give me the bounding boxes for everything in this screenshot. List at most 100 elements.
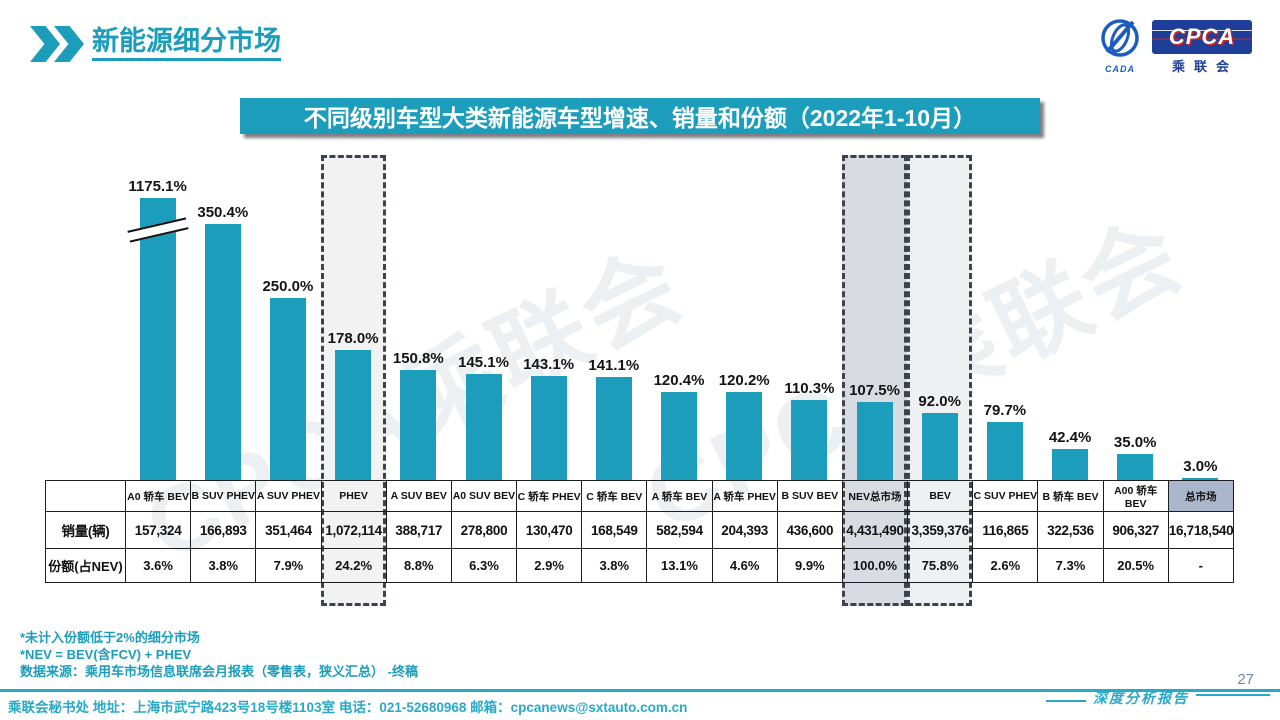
bar-value-label: 145.1%: [458, 354, 509, 372]
table-cell: 388,717: [385, 511, 452, 549]
page-header: 新能源细分市场: [30, 26, 281, 62]
cpca-emblem-icon: CADA: [1094, 16, 1146, 74]
table-cell: 2.6%: [972, 548, 1039, 583]
bar-A SUV PHEV: [269, 297, 306, 480]
footer-divider: [0, 689, 1280, 692]
table-cell: 436,600: [776, 511, 843, 549]
row-label: 份额(占NEV): [45, 548, 126, 583]
column-header: A00 轿车 BEV: [1102, 480, 1169, 512]
table-cell: 116,865: [972, 511, 1039, 549]
table-cell: 6.3%: [450, 548, 518, 583]
page-number: 27: [1237, 671, 1254, 688]
table-cell: 20.5%: [1102, 548, 1169, 583]
bar-value-label: 92.0%: [918, 392, 961, 410]
table-row: 销量(辆) 157,324 166,893 351,464 1,072,114 388,7…: [45, 511, 1234, 549]
table-cell: 3,359,376: [907, 511, 974, 549]
bar-chart: 1175.1% 350.4% 250.0% 178.0% 150.8% 145.1% 143…: [45, 155, 1233, 480]
table-cell: 130,470: [516, 511, 583, 549]
bar-NEV总市场: [856, 401, 893, 480]
chart-title-banner: 不同级别车型大类新能源车型增速、销量和份额（2022年1-10月）: [240, 98, 1040, 134]
table-cell: -: [1167, 548, 1234, 583]
report-label: 深度分析报告: [1046, 688, 1270, 708]
footer-contact: 乘联会秘书处 地址：上海市武宁路423号18号楼1103室 电话：021-526…: [8, 700, 688, 715]
table-corner-cell: [45, 480, 126, 512]
table-cell: 582,594: [646, 511, 713, 549]
column-header: A SUV PHEV: [255, 480, 322, 512]
column-header: C 轿车 BEV: [581, 480, 648, 512]
cpca-wordmark: CPCA: [1152, 20, 1252, 54]
table-cell: 204,393: [711, 511, 778, 549]
bar-value-label: 120.4%: [653, 372, 705, 390]
report-label-line: [1196, 694, 1270, 696]
page-title: 新能源细分市场: [92, 26, 281, 61]
table-cell: 4,431,490: [841, 511, 909, 549]
bar-C 轿车 BEV: [595, 377, 632, 480]
footnote: *未计入份额低于2%的细分市场: [20, 630, 200, 645]
cpca-subtitle: 乘联会: [1171, 59, 1238, 74]
bar-A 轿车 BEV: [661, 392, 697, 480]
bar-A0 SUV BEV: [465, 374, 502, 480]
table-header-row: A0 轿车 BEV B SUV PHEV A SUV PHEV PHEV A SUV B…: [45, 480, 1234, 512]
cpca-wordmark-text: CPCA: [1168, 24, 1236, 49]
bar-C 轿车 PHEV: [530, 375, 567, 480]
bar-value-label: 35.0%: [1113, 434, 1157, 452]
column-header: A SUV BEV: [385, 480, 452, 512]
table-cell: 166,893: [190, 511, 257, 549]
table-cell: 13.1%: [646, 548, 713, 583]
cada-badge-label: CADA: [1105, 64, 1135, 74]
bar-PHEV: [335, 350, 372, 480]
table-cell: 278,800: [450, 511, 518, 549]
bar-BEV: [921, 412, 958, 480]
bar-value-label: 120.2%: [718, 372, 770, 390]
bar-B SUV BEV: [791, 399, 828, 480]
table-cell: 2.9%: [516, 548, 583, 583]
table-cell: 3.8%: [190, 548, 257, 583]
bar-B SUV PHEV: [204, 224, 241, 480]
bar-A00 轿车 BEV: [1117, 454, 1154, 480]
table-cell: 100.0%: [841, 548, 909, 583]
table-cell: 351,464: [255, 511, 322, 549]
bar-B 轿车 BEV: [1052, 449, 1089, 480]
column-header: B 轿车 BEV: [1037, 480, 1104, 512]
bar-C SUV PHEV: [986, 421, 1023, 480]
column-header: BEV: [907, 480, 974, 512]
column-header: A 轿车 BEV: [646, 480, 713, 512]
bar-A 轿车 PHEV: [726, 392, 763, 480]
bar-A0 轿车 BEV: [139, 198, 176, 480]
bar-value-label: 178.0%: [327, 330, 379, 348]
column-header: NEV总市场: [841, 480, 909, 512]
table-cell: 9.9%: [776, 548, 843, 583]
table-cell: 8.8%: [385, 548, 452, 583]
column-header: 总市场: [1167, 480, 1234, 512]
column-header: PHEV: [320, 480, 387, 512]
column-header: B SUV PHEV: [190, 480, 257, 512]
column-header: B SUV BEV: [776, 480, 843, 512]
table-cell: 906,327: [1102, 511, 1169, 549]
bar-value-label: 350.4%: [197, 204, 249, 222]
bar-value-label: 1175.1%: [128, 178, 187, 195]
table-cell: 16,718,540: [1167, 511, 1234, 549]
data-table: A0 轿车 BEV B SUV PHEV A SUV PHEV PHEV A SUV B…: [45, 480, 1234, 583]
chart-title: 不同级别车型大类新能源车型增速、销量和份额（2022年1-10月）: [303, 105, 977, 131]
chevron-icon: [30, 26, 60, 62]
bar-value-label: 107.5%: [849, 381, 900, 399]
bar-value-label: 79.7%: [983, 401, 1027, 419]
table-cell: 75.8%: [907, 548, 974, 583]
bar-value-label: 143.1%: [523, 355, 575, 373]
table-cell: 157,324: [124, 511, 192, 549]
footnote: *NEV = BEV(含FCV) + PHEV: [20, 647, 192, 662]
column-header: A 轿车 PHEV: [711, 480, 778, 512]
column-header: C SUV PHEV: [972, 480, 1039, 512]
bar-value-label: 42.4%: [1048, 429, 1092, 446]
bar-A SUV BEV: [400, 369, 437, 480]
table-cell: 24.2%: [320, 548, 387, 583]
bar-value-label: 3.0%: [1183, 457, 1218, 475]
table-cell: 7.3%: [1037, 548, 1104, 583]
table-row: 份额(占NEV) 3.6% 3.8% 7.9% 24.2% 8.8% 6.3% 2.9% 3.8…: [45, 548, 1234, 583]
footnote: 数据来源：乘用车市场信息联席会月报表（零售表，狭义汇总） -终稿: [20, 664, 418, 679]
table-cell: 3.6%: [124, 548, 192, 583]
table-cell: 4.6%: [711, 548, 778, 583]
bar-value-label: 250.0%: [262, 277, 314, 295]
bar-总市场: [1182, 477, 1219, 480]
table-cell: 7.9%: [255, 548, 322, 583]
